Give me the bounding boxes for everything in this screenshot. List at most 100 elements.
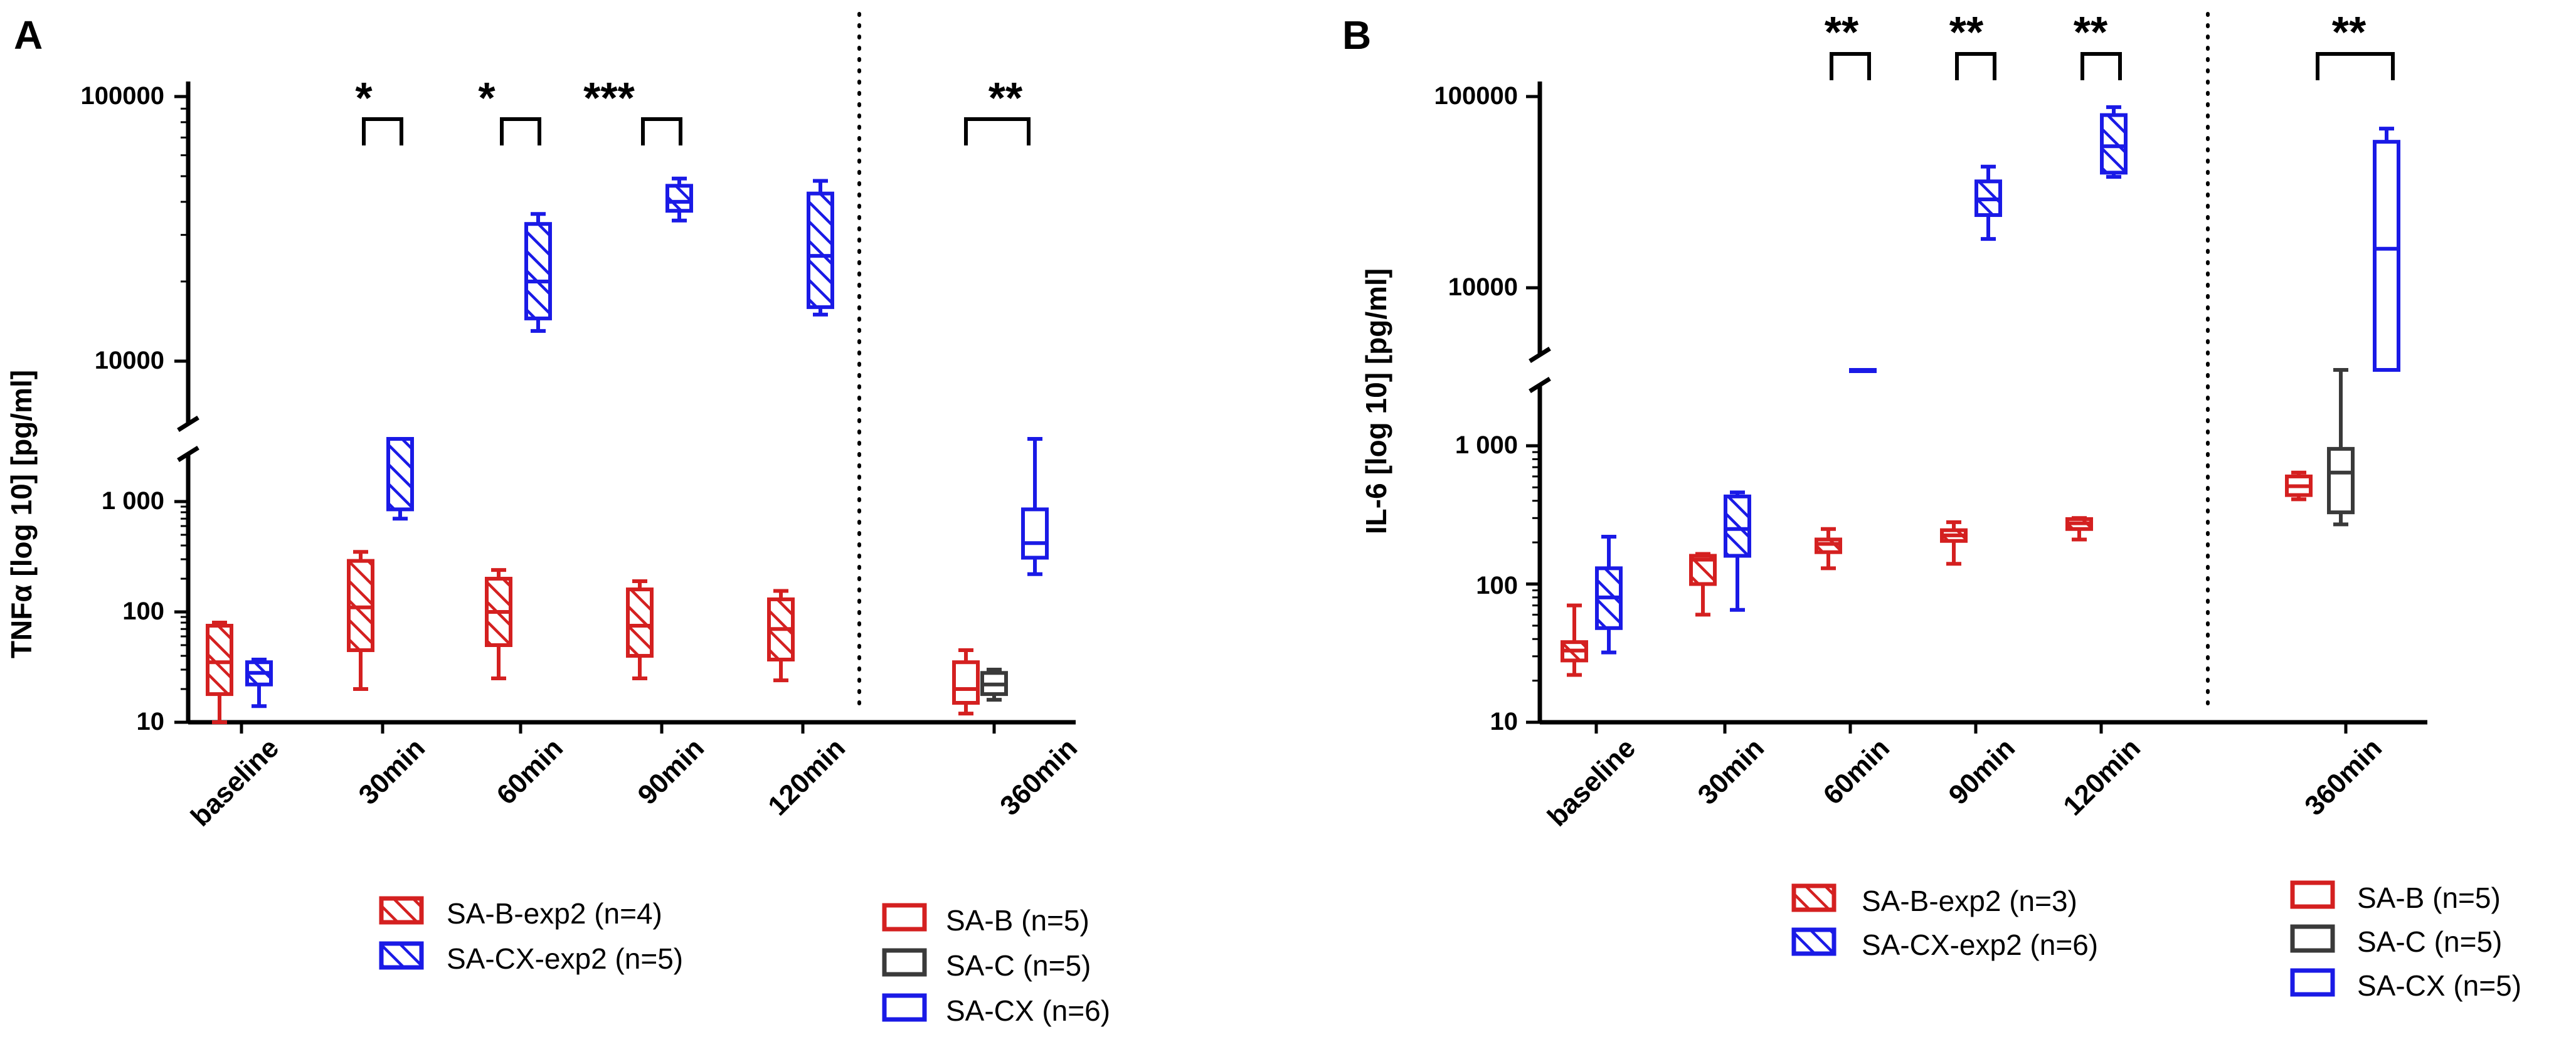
significance-label: ** [2074,8,2108,56]
box-plot [245,657,273,708]
y-tick-label: 100 [1476,572,1518,599]
y-tick-labels: 10 100 1 000 10000 100000 [1434,82,1518,735]
axes [1526,82,2427,734]
box-plot [2373,127,2400,372]
y-tick-label: 100 [122,597,164,625]
box-plot [767,589,795,683]
box-plot [485,568,512,680]
legend-label: SA-B (n=5) [2357,882,2501,914]
box-plot [1561,603,1588,677]
box-plot [1849,368,1877,373]
x-tick-label: 90min [1943,732,2021,811]
significance-bracket [1830,52,1871,80]
axis-break-mark [1529,347,1551,363]
significance-labels: ** ** ** ** [1825,8,2367,56]
box-body [665,184,693,213]
box-plot [1689,552,1717,617]
legend-swatch [2290,924,2335,953]
box-body [2373,140,2400,372]
significance-bracket [2316,52,2395,80]
box-plot [1815,527,1842,571]
significance-label: ** [1949,8,1984,56]
legend-swatch [882,903,927,932]
legend-swatch [882,993,927,1022]
legend-swatch [2290,880,2335,909]
legend-swatch [2290,968,2335,997]
legend-label: SA-CX-exp2 (n=6) [1862,929,2098,961]
legend-swatch [1791,927,1837,956]
significance-bracket [1955,52,1996,80]
box-plot [386,437,414,521]
legend-swatch [379,896,424,925]
box-body [952,660,980,705]
legend-exp2: SA-B-exp2 (n=3) SA-CX-exp2 (n=6) [1862,885,2098,961]
box-plot [626,579,654,680]
box-plot [1595,534,1623,655]
y-tick-label: 10 [137,708,165,735]
box-plot [2285,470,2313,502]
y-tick-label: 100000 [81,82,164,110]
significance-label: *** [583,73,635,122]
legend-label: SA-B (n=5) [946,904,1089,937]
x-tick-label: 30min [352,732,431,811]
y-axis-label: IL-6 [log 10] [pg/ml] [1360,268,1392,534]
y-tick-labels: 10 100 1 000 10000 100000 [81,82,164,735]
legend-label: SA-CX (n=5) [2357,969,2521,1002]
box-plot [952,648,980,716]
panel-label: B [1342,13,1371,58]
significance-label: ** [2332,8,2367,56]
box-plot [1021,437,1049,576]
x-tick-label: baseline [185,732,285,832]
box-body [1724,494,1751,558]
legend-label: SA-B-exp2 (n=4) [447,897,662,930]
y-tick-label: 1 000 [1455,431,1518,459]
x-tick-labels: baseline 30min 60min 90min 120min 360min [1542,732,2388,832]
legend-sa: SA-B (n=5) SA-C (n=5) SA-CX (n=6) [946,904,1110,1027]
box-plot [665,176,693,223]
panel-label: A [14,13,43,58]
x-tick-label: 60min [490,732,569,811]
significance-bracket [2080,52,2122,80]
panel-b: B IL-6 [log 10] [pg/ml] 10 100 1 000 100… [1342,3,2521,1002]
box-plot [1724,490,1751,612]
significance-labels: * * *** ** [355,73,1023,122]
legend-label: SA-C (n=5) [2357,925,2502,958]
box-plot [980,668,1008,702]
significance-label: * [355,73,373,122]
x-tick-label: 120min [2057,732,2146,821]
legend-swatch [1791,883,1837,912]
axis-break-mark [177,446,199,462]
y-tick-label: 100000 [1434,82,1518,110]
box-plot [2327,368,2355,527]
legend-label: SA-B-exp2 (n=3) [1862,885,2077,917]
y-tick-label: 10000 [95,347,164,374]
y-tick-label: 10000 [1448,273,1518,301]
legend-label: SA-C (n=5) [946,949,1091,982]
x-tick-labels: baseline 30min 60min 90min 120min 360min [185,732,1083,832]
x-tick-label: 360min [2299,732,2388,821]
legend-swatch [379,941,424,970]
box-plot [206,621,233,724]
box-body [524,222,552,320]
legend-exp2: SA-B-exp2 (n=4) SA-CX-exp2 (n=5) [447,897,683,975]
box-body [2327,446,2355,515]
legend-label: SA-CX-exp2 (n=5) [447,942,683,975]
y-tick-label: 10 [1490,708,1519,735]
x-tick-label: 60min [1817,732,1895,811]
axes [174,82,1076,734]
significance-bracket [500,117,541,145]
axis-break-mark [1529,377,1551,393]
x-tick-label: 360min [994,732,1083,821]
legend-label: SA-CX (n=6) [946,994,1110,1027]
box-plot [2065,516,2093,542]
significance-bracket [964,117,1031,145]
significance-bracket [362,117,403,145]
box-body [386,437,414,512]
box-body [1021,507,1049,560]
box-body [626,587,654,658]
box-body [1815,537,1842,554]
significance-label: ** [1825,8,1859,56]
x-tick-label: baseline [1542,732,1641,832]
box-plot [524,212,552,333]
significance-label: ** [989,73,1023,122]
